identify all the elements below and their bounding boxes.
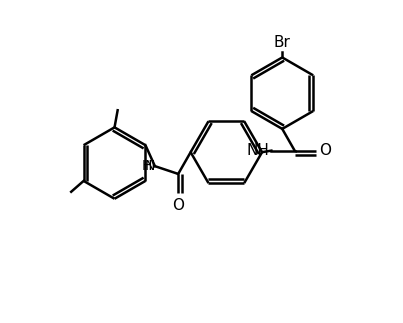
Text: N: N xyxy=(145,159,155,173)
Text: H: H xyxy=(142,159,152,173)
Text: NH: NH xyxy=(246,143,269,158)
Text: O: O xyxy=(320,143,332,158)
Text: Br: Br xyxy=(274,35,291,50)
Text: O: O xyxy=(172,198,184,213)
